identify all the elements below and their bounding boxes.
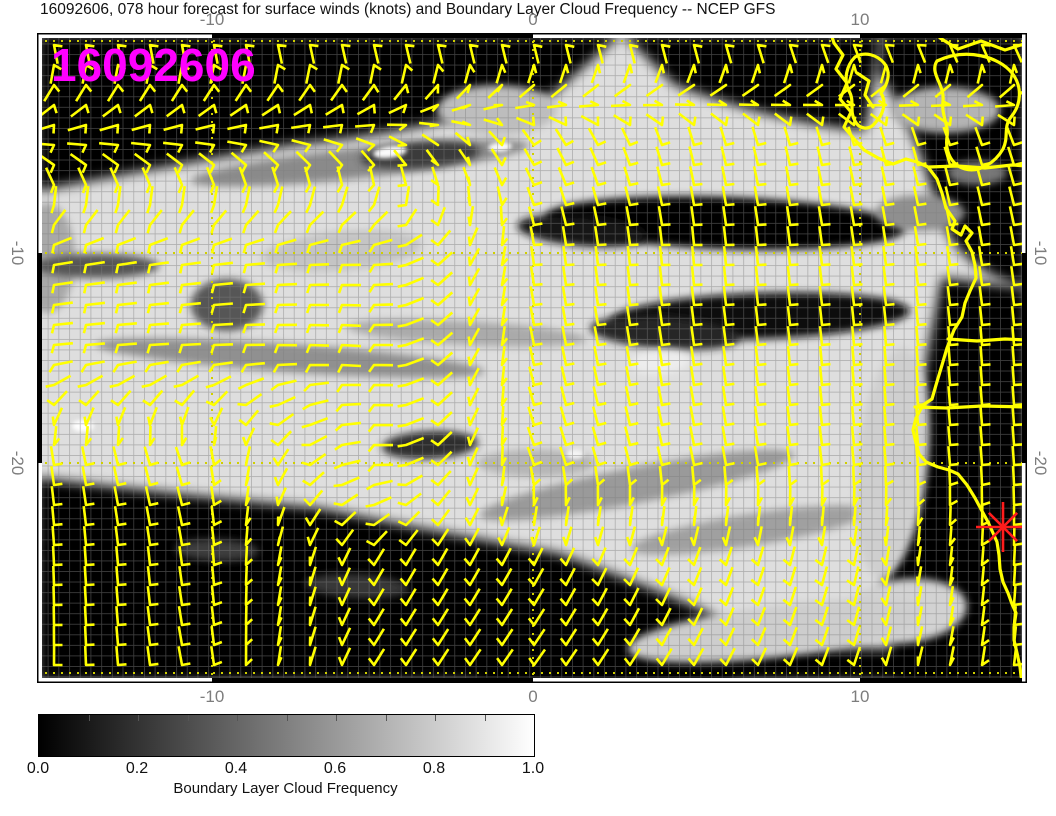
colorbar-minor-tick <box>287 715 288 721</box>
border-band <box>37 678 212 683</box>
y-tick-right-1: -20 <box>1031 450 1050 476</box>
colorbar-tick-label: 1.0 <box>521 760 545 777</box>
border-band <box>37 33 42 253</box>
colorbar-minor-tick <box>435 715 436 721</box>
colorbar-tick-label: 0.2 <box>125 760 149 777</box>
map-layers <box>37 33 1027 683</box>
x-tick-top-0: -10 <box>199 10 225 29</box>
colorbar-minor-tick <box>188 715 189 721</box>
colorbar-minor-tick <box>89 715 90 721</box>
border-band <box>37 33 212 38</box>
map-frame <box>37 33 1027 683</box>
wind-barbs-layer <box>37 43 1023 667</box>
coast-spur <box>938 36 1027 52</box>
border-band <box>860 33 1027 38</box>
border-band <box>860 678 1027 683</box>
border-band <box>1022 253 1027 463</box>
border-band <box>1022 463 1027 683</box>
border-band <box>533 678 860 683</box>
border-band <box>212 33 533 38</box>
figure-title: 16092606, 078 hour forecast for surface … <box>40 1 776 18</box>
colorbar-minor-tick <box>138 715 139 721</box>
colorbar-minor-tick <box>237 715 238 721</box>
colorbar-caption: Boundary Layer Cloud Frequency <box>173 780 398 797</box>
map-panel <box>37 33 1027 683</box>
x-tick-bottom-1: 0 <box>528 687 538 706</box>
x-tick-bottom-2: 10 <box>850 687 870 706</box>
run-datetime-label: 16092606 <box>51 39 256 91</box>
x-tick-top-1: 0 <box>528 10 538 29</box>
colorbar <box>38 714 535 757</box>
coast-spur <box>855 71 875 109</box>
x-tick-top-2: 10 <box>850 10 870 29</box>
coastline-lagoon <box>844 52 890 130</box>
border-band <box>533 33 860 38</box>
map-canvas <box>37 33 1027 683</box>
colorbar-minor-tick <box>336 715 337 721</box>
colorbar-minor-tick <box>386 715 387 721</box>
colorbar-tick-label: 0.6 <box>323 760 347 777</box>
river-line <box>913 404 1027 410</box>
border-band <box>212 678 533 683</box>
y-tick-left-0: -10 <box>8 240 27 266</box>
border-band <box>1022 33 1027 253</box>
inland-water-loop <box>933 52 1021 172</box>
river-line <box>927 163 1027 170</box>
coastline-layer <box>828 33 1027 683</box>
x-tick-bottom-0: -10 <box>199 687 225 706</box>
border-band <box>37 463 42 683</box>
colorbar-tick-label: 0.4 <box>224 760 248 777</box>
colorbar-minor-tick <box>485 715 486 721</box>
y-tick-left-1: -20 <box>8 450 27 476</box>
river-line <box>946 337 1027 343</box>
colorbar-tick-label: 0.8 <box>422 760 446 777</box>
border-band <box>37 253 42 463</box>
y-tick-right-0: -10 <box>1031 240 1050 266</box>
walvis-bay-star-marker <box>976 502 1027 552</box>
colorbar-tick-label: 0.0 <box>26 760 50 777</box>
